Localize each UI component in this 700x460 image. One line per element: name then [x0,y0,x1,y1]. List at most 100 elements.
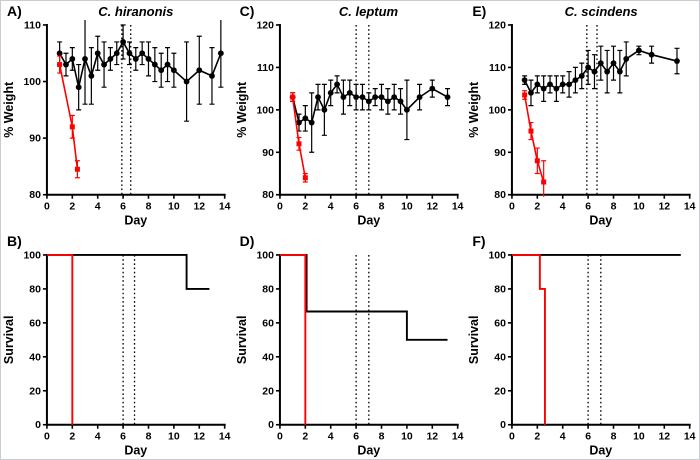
svg-text:14: 14 [219,431,231,442]
panel-label: E) [472,3,487,19]
svg-text:% Weight: % Weight [235,82,249,138]
svg-text:12: 12 [426,431,438,442]
svg-text:40: 40 [495,352,507,363]
svg-text:80: 80 [262,284,274,295]
svg-text:Day: Day [124,214,147,228]
panel-b-survival-c-hiranonis: B) 0 2 4 6 8 10 12 14 0 20 40 60 80 100 Day Survival [1,231,234,460]
panel-f-survival-c-scindens: F) 0 2 4 6 8 10 12 14 0 20 40 60 80 100 Day Survival [466,231,699,460]
svg-text:20: 20 [495,386,507,397]
svg-text:8: 8 [146,202,152,213]
svg-text:0: 0 [277,202,283,213]
svg-text:100: 100 [489,250,507,261]
svg-text:60: 60 [262,318,274,329]
panel-label: D) [239,232,255,249]
svg-text:0: 0 [277,431,283,442]
svg-text:12: 12 [659,431,671,442]
svg-text:14: 14 [219,202,231,213]
svg-text:100: 100 [256,105,274,116]
svg-text:40: 40 [29,352,41,363]
survival-chart-c-leptum: 0 2 4 6 8 10 12 14 0 20 40 60 80 100 Day Survival [235,250,464,457]
svg-text:10: 10 [168,202,180,213]
svg-text:Day: Day [357,214,380,228]
svg-text:10: 10 [633,431,645,442]
svg-text:Day: Day [590,214,613,228]
panel-label: C) [239,3,255,19]
svg-text:6: 6 [353,431,359,442]
panel-label: B) [7,232,22,249]
svg-text:10: 10 [168,431,180,442]
svg-text:0: 0 [268,420,274,431]
svg-text:6: 6 [120,202,126,213]
svg-text:100: 100 [256,250,274,261]
svg-text:% Weight: % Weight [467,82,481,138]
svg-text:4: 4 [95,431,101,442]
svg-text:% Weight: % Weight [2,82,16,138]
svg-text:0: 0 [44,202,50,213]
panel-label: A) [7,3,22,19]
svg-text:20: 20 [262,386,274,397]
survival-chart-c-scindens: 0 2 4 6 8 10 12 14 0 20 40 60 80 100 Day Survival [467,250,696,457]
svg-text:120: 120 [256,20,274,31]
svg-text:6: 6 [120,431,126,442]
svg-text:12: 12 [659,202,671,213]
svg-text:0: 0 [35,420,41,431]
svg-text:Day: Day [357,443,380,457]
panel-title: C. scindens [564,4,638,19]
svg-text:4: 4 [560,431,566,442]
svg-text:80: 80 [495,284,507,295]
panel-label: F) [472,232,486,249]
svg-text:90: 90 [262,148,274,159]
svg-text:0: 0 [44,431,50,442]
svg-text:20: 20 [29,386,41,397]
survival-chart-c-hiranonis: 0 2 4 6 8 10 12 14 0 20 40 60 80 100 Day Survival [2,250,231,457]
svg-text:2: 2 [302,431,308,442]
svg-text:0: 0 [500,420,506,431]
svg-text:Day: Day [590,443,613,457]
weight-chart-c-hiranonis: 0 2 4 6 8 10 12 14 80 90 100 110 Day % Weight [2,19,231,228]
svg-text:60: 60 [495,318,507,329]
panel-title: C. leptum [338,4,399,19]
svg-text:6: 6 [586,202,592,213]
panel-e-weight-c-scindens: E) C. scindens 0 2 4 6 8 10 12 14 80 90 100 110 120 D… [466,1,699,231]
panel-title: C. hiranonis [98,4,174,19]
svg-text:6: 6 [353,202,359,213]
svg-text:10: 10 [633,202,645,213]
svg-text:80: 80 [29,284,41,295]
svg-text:14: 14 [452,202,464,213]
svg-text:14: 14 [684,431,696,442]
svg-text:110: 110 [257,63,274,74]
svg-text:100: 100 [489,105,507,116]
svg-text:60: 60 [29,318,41,329]
svg-text:10: 10 [401,202,413,213]
svg-text:4: 4 [327,202,333,213]
svg-text:8: 8 [611,431,617,442]
svg-text:4: 4 [327,431,333,442]
svg-text:8: 8 [611,202,617,213]
svg-text:12: 12 [193,431,205,442]
svg-text:8: 8 [378,202,384,213]
weight-chart-c-scindens: 0 2 4 6 8 10 12 14 80 90 100 110 120 Day % Weight [467,20,696,228]
svg-text:90: 90 [29,134,41,145]
svg-text:110: 110 [489,63,506,74]
panel-c-weight-c-leptum: C) C. leptum 0 2 4 6 8 10 12 14 80 90 100 110 120 Day… [234,1,467,231]
svg-text:80: 80 [495,190,507,201]
svg-text:40: 40 [262,352,274,363]
panel-a-weight-c-hiranonis: A) C. hiranonis 0 2 4 6 8 10 12 14 80 90 100 110 Day… [1,1,234,231]
svg-text:2: 2 [535,431,541,442]
svg-text:0: 0 [509,431,515,442]
svg-text:14: 14 [684,202,696,213]
svg-text:6: 6 [586,431,592,442]
svg-text:110: 110 [24,20,41,31]
svg-text:4: 4 [95,202,101,213]
svg-text:80: 80 [29,190,41,201]
svg-text:100: 100 [23,250,41,261]
svg-text:Survival: Survival [467,315,481,364]
weight-chart-c-leptum: 0 2 4 6 8 10 12 14 80 90 100 110 120 Day % Weight [235,20,464,228]
panel-d-survival-c-leptum: D) 0 2 4 6 8 10 12 14 0 20 40 60 80 100 Day Survival [234,231,467,460]
svg-text:8: 8 [146,431,152,442]
svg-text:100: 100 [23,77,41,88]
svg-text:2: 2 [535,202,541,213]
svg-text:12: 12 [193,202,205,213]
svg-text:2: 2 [302,202,308,213]
